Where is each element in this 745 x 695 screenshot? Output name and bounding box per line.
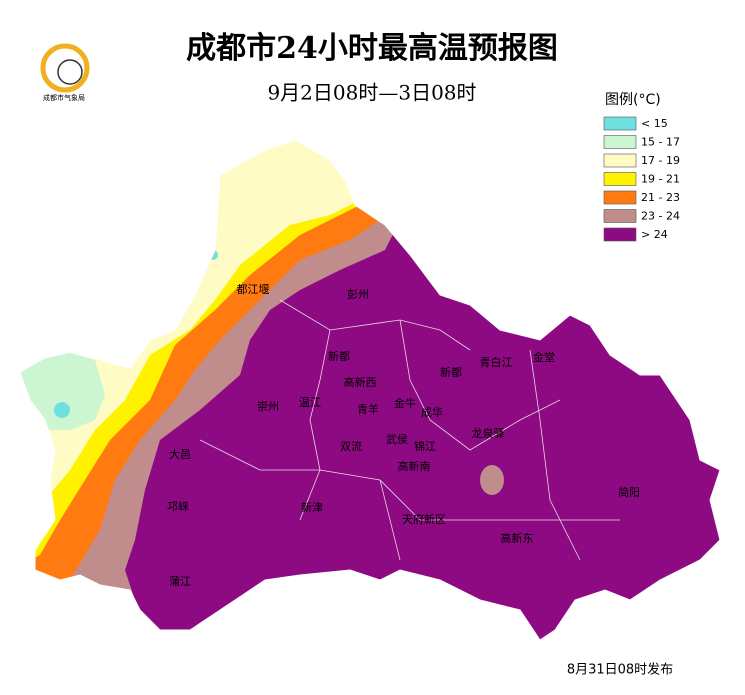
district-label: 新津 — [301, 500, 323, 514]
logo-ring — [40, 43, 90, 93]
legend-label: 17 - 19 — [641, 154, 680, 167]
legend-label: 19 - 21 — [641, 173, 680, 186]
legend-swatch — [603, 227, 637, 242]
legend-swatch — [603, 135, 637, 149]
legend-swatch — [603, 190, 637, 205]
district-label: 成华 — [421, 405, 443, 419]
legend-label: 21 - 23 — [641, 191, 680, 204]
district-label: 锦江 — [414, 439, 436, 453]
district-label: 简阳 — [618, 485, 640, 499]
legend-swatch — [603, 209, 637, 223]
district-label: 温江 — [299, 396, 321, 409]
district-label: 双流 — [340, 439, 362, 453]
district-label: 武侯 — [386, 432, 408, 446]
legend-swatch — [603, 153, 637, 168]
district-label: 青羊 — [357, 402, 379, 416]
legend: < 15 15 - 17 17 - 19 19 - 21 21 - 23 23 - 24 >… — [603, 116, 680, 242]
logo-text: 成都市气象局 — [43, 93, 85, 102]
legend-label: 15 - 17 — [641, 136, 680, 149]
zone — [125, 140, 720, 640]
district-label: 高新东 — [501, 531, 534, 545]
map-area — [20, 140, 720, 640]
district-label: 高新西 — [344, 375, 377, 389]
district-label: 新都 — [440, 365, 462, 379]
legend-label: > 24 — [641, 228, 668, 241]
district-label: 高新南 — [398, 459, 431, 473]
district-label: 金堂 — [533, 350, 555, 364]
legend-label: < 15 — [641, 117, 668, 130]
legend-title: 图例(°C) — [605, 92, 661, 108]
district-label: 天府新区 — [402, 512, 446, 526]
footer: 8月31日08时发布 — [567, 662, 673, 678]
zone — [54, 402, 70, 418]
logo-panda — [57, 59, 83, 85]
map-outline — [19, 139, 721, 641]
title: 成都市24小时最高温预报图 — [186, 31, 558, 66]
district-label: 崇州 — [257, 400, 279, 413]
district-label: 金牛 — [394, 396, 416, 410]
district-label: 龙泉驿 — [472, 426, 505, 440]
district-label: 邛崃 — [167, 500, 189, 513]
district-borders — [199, 299, 620, 561]
legend-swatch — [603, 172, 637, 186]
legend-label: 23 - 24 — [641, 210, 680, 223]
subtitle: 9月2日08时—3日08时 — [267, 81, 476, 105]
district-label: 大邑 — [169, 447, 191, 461]
zone — [480, 465, 504, 495]
district-label: 青白江 — [480, 355, 513, 369]
zone — [20, 350, 105, 430]
legend-swatch — [603, 116, 637, 131]
district-label: 新都 — [328, 349, 350, 363]
logo: 成都市气象局 — [40, 43, 90, 102]
district-label: 蒲江 — [169, 574, 191, 588]
district-label: 彭州 — [347, 287, 369, 301]
district-label: 都江堰 — [237, 283, 270, 296]
